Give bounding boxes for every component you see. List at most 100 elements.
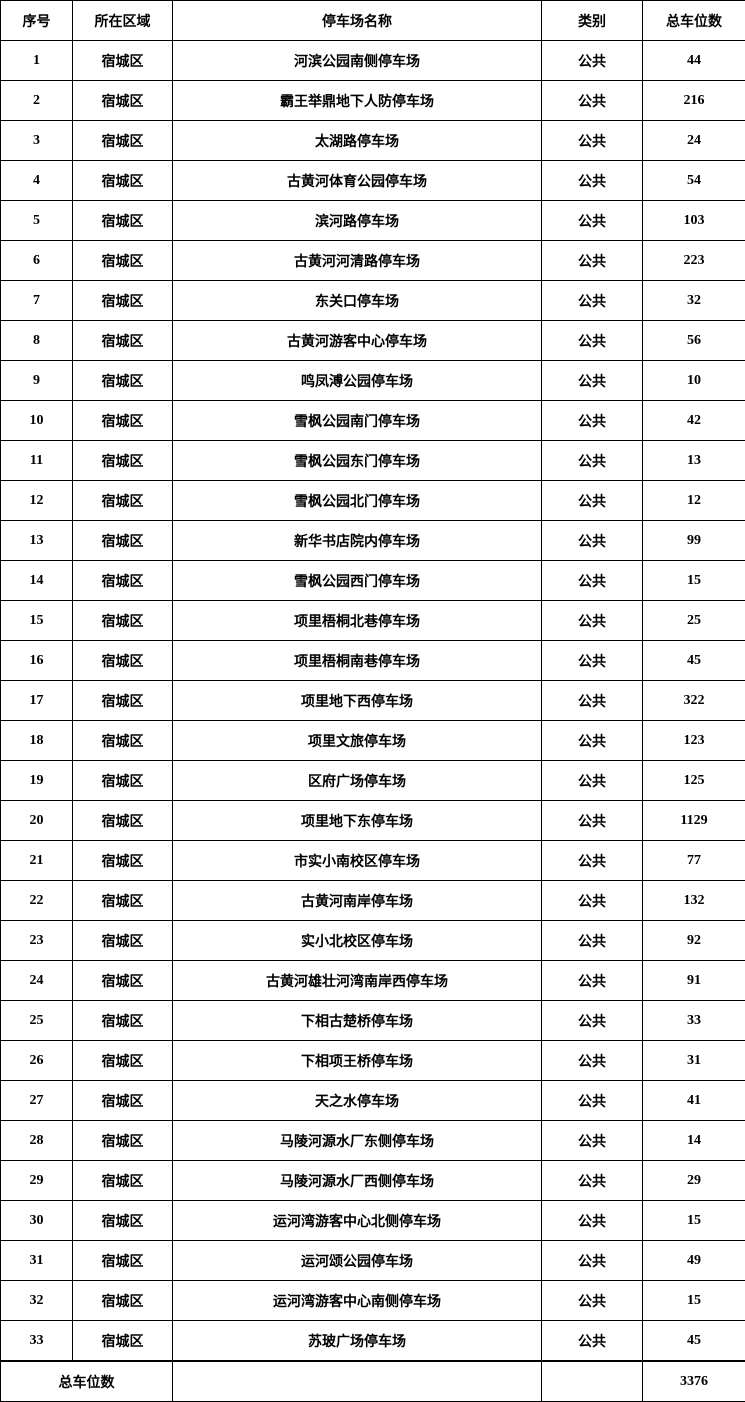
row-category: 公共 (542, 761, 643, 801)
row-district: 宿城区 (73, 241, 173, 281)
row-spaces: 91 (643, 961, 745, 1001)
row-spaces: 123 (643, 721, 745, 761)
row-name: 运河湾游客中心北侧停车场 (173, 1201, 542, 1241)
row-name: 项里地下东停车场 (173, 801, 542, 841)
row-category: 公共 (542, 841, 643, 881)
row-name: 古黄河河清路停车场 (173, 241, 542, 281)
row-name: 雪枫公园南门停车场 (173, 401, 542, 441)
row-index: 28 (1, 1121, 73, 1161)
row-spaces: 103 (643, 201, 745, 241)
row-name: 雪枫公园东门停车场 (173, 441, 542, 481)
row-name: 雪枫公园北门停车场 (173, 481, 542, 521)
row-district: 宿城区 (73, 1001, 173, 1041)
row-category: 公共 (542, 1121, 643, 1161)
row-category: 公共 (542, 121, 643, 161)
row-index: 18 (1, 721, 73, 761)
row-name: 霸王举鼎地下人防停车场 (173, 81, 542, 121)
header-name: 停车场名称 (173, 1, 542, 41)
total-empty-name (173, 1361, 542, 1402)
row-spaces: 44 (643, 41, 745, 81)
row-district: 宿城区 (73, 881, 173, 921)
row-district: 宿城区 (73, 121, 173, 161)
row-category: 公共 (542, 881, 643, 921)
row-index: 7 (1, 281, 73, 321)
row-index: 13 (1, 521, 73, 561)
row-district: 宿城区 (73, 161, 173, 201)
row-name: 雪枫公园西门停车场 (173, 561, 542, 601)
row-category: 公共 (542, 281, 643, 321)
row-name: 下相项王桥停车场 (173, 1041, 542, 1081)
row-category: 公共 (542, 601, 643, 641)
row-spaces: 56 (643, 321, 745, 361)
row-spaces: 15 (643, 1281, 745, 1321)
row-spaces: 45 (643, 641, 745, 681)
row-spaces: 13 (643, 441, 745, 481)
row-district: 宿城区 (73, 561, 173, 601)
row-category: 公共 (542, 561, 643, 601)
row-district: 宿城区 (73, 481, 173, 521)
row-district: 宿城区 (73, 961, 173, 1001)
row-spaces: 132 (643, 881, 745, 921)
row-category: 公共 (542, 641, 643, 681)
row-spaces: 25 (643, 601, 745, 641)
row-category: 公共 (542, 721, 643, 761)
row-district: 宿城区 (73, 81, 173, 121)
row-category: 公共 (542, 441, 643, 481)
row-index: 16 (1, 641, 73, 681)
row-index: 5 (1, 201, 73, 241)
row-category: 公共 (542, 681, 643, 721)
row-spaces: 54 (643, 161, 745, 201)
row-index: 10 (1, 401, 73, 441)
row-name: 滨河路停车场 (173, 201, 542, 241)
row-spaces: 29 (643, 1161, 745, 1201)
header-index: 序号 (1, 1, 73, 41)
row-category: 公共 (542, 521, 643, 561)
total-empty-category (542, 1361, 643, 1402)
row-index: 17 (1, 681, 73, 721)
row-index: 14 (1, 561, 73, 601)
row-name: 项里文旅停车场 (173, 721, 542, 761)
row-index: 33 (1, 1321, 73, 1362)
row-district: 宿城区 (73, 1321, 173, 1362)
row-name: 太湖路停车场 (173, 121, 542, 161)
total-label: 总车位数 (1, 1361, 173, 1402)
row-spaces: 216 (643, 81, 745, 121)
row-index: 2 (1, 81, 73, 121)
row-district: 宿城区 (73, 1041, 173, 1081)
row-index: 4 (1, 161, 73, 201)
row-index: 15 (1, 601, 73, 641)
row-category: 公共 (542, 801, 643, 841)
row-index: 19 (1, 761, 73, 801)
row-name: 项里地下西停车场 (173, 681, 542, 721)
row-category: 公共 (542, 241, 643, 281)
row-spaces: 31 (643, 1041, 745, 1081)
row-name: 鸣凤溥公园停车场 (173, 361, 542, 401)
row-name: 实小北校区停车场 (173, 921, 542, 961)
row-category: 公共 (542, 1321, 643, 1362)
row-category: 公共 (542, 921, 643, 961)
row-category: 公共 (542, 41, 643, 81)
row-index: 20 (1, 801, 73, 841)
row-spaces: 92 (643, 921, 745, 961)
total-row: 总车位数 3376 (1, 1361, 745, 1402)
row-district: 宿城区 (73, 681, 173, 721)
row-index: 24 (1, 961, 73, 1001)
